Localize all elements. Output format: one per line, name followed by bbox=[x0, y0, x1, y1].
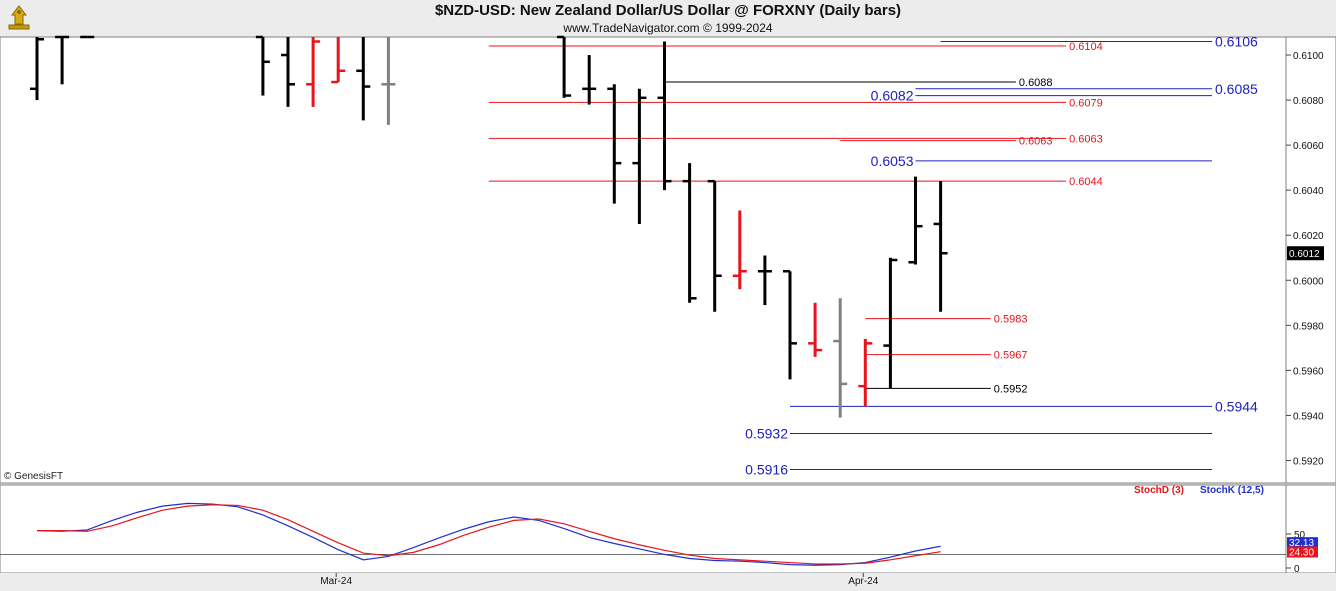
stoch-d-legend: StochD (3) bbox=[1134, 485, 1184, 496]
ohlc-bar bbox=[306, 37, 321, 107]
y-tick-label: 0.6080 bbox=[1293, 96, 1324, 107]
chart-subtitle: www.TradeNavigator.com © 1999-2024 bbox=[563, 21, 773, 35]
ohlc-bar bbox=[757, 255, 772, 306]
ohlc-bar bbox=[632, 88, 647, 224]
ohlc-bar bbox=[682, 163, 697, 303]
level-label: 0.6044 bbox=[1069, 176, 1103, 188]
ohlc-bar bbox=[908, 176, 923, 265]
stoch-d-marker bbox=[1287, 546, 1318, 558]
ohlc-bar bbox=[30, 37, 44, 101]
ohlc-bar bbox=[607, 84, 622, 204]
level-label: 0.5916 bbox=[745, 461, 788, 477]
stoch-d-line bbox=[37, 504, 941, 565]
ohlc-bar bbox=[933, 181, 948, 312]
level-label: 0.6063 bbox=[1069, 133, 1103, 145]
level-label: 0.6104 bbox=[1069, 41, 1103, 53]
stoch-d-value: 24.30 bbox=[1289, 547, 1314, 558]
ohlc-bar bbox=[557, 35, 572, 98]
y-tick-label: 0.6060 bbox=[1293, 141, 1324, 152]
stoch-k-line bbox=[36, 502, 941, 566]
level-label: 0.5944 bbox=[1215, 398, 1258, 414]
ohlc-bar bbox=[331, 37, 346, 84]
level-label: 0.5983 bbox=[994, 314, 1028, 326]
genesis-watermark: © GenesisFT bbox=[4, 471, 63, 482]
ohlc-bar bbox=[381, 37, 396, 125]
y-tick-label: 0.5980 bbox=[1293, 321, 1324, 332]
last-price-marker bbox=[1287, 246, 1324, 261]
y-tick-label: 0.6020 bbox=[1293, 231, 1324, 242]
ohlc-bar bbox=[732, 210, 747, 290]
level-label: 0.5932 bbox=[745, 425, 788, 441]
level-label: 0.6106 bbox=[1215, 34, 1258, 50]
last-price-label: 0.6012 bbox=[1289, 249, 1320, 260]
y-tick-label: 0.5920 bbox=[1293, 456, 1324, 467]
ohlc-bar bbox=[833, 298, 848, 418]
ohlc-bar bbox=[582, 55, 597, 105]
ohlc-bar bbox=[858, 338, 873, 407]
level-label: 0.6063 bbox=[1019, 136, 1053, 148]
level-label: 0.5952 bbox=[994, 383, 1028, 395]
y-tick-label: 0.5940 bbox=[1293, 411, 1324, 422]
y-tick-label: 0.6100 bbox=[1293, 51, 1324, 62]
level-label: 0.5967 bbox=[994, 350, 1028, 362]
ohlc-bar bbox=[55, 35, 70, 85]
date-axis bbox=[0, 573, 1336, 591]
ohlc-bar bbox=[783, 270, 797, 380]
y-tick-label: 0.5960 bbox=[1293, 366, 1324, 377]
ohlc-bar bbox=[707, 179, 722, 312]
stoch-panel bbox=[0, 484, 1287, 574]
ohlc-bar bbox=[808, 302, 823, 357]
stoch-tick-label: 0 bbox=[1294, 564, 1300, 575]
ohlc-bar bbox=[883, 257, 898, 389]
ohlc-bar bbox=[281, 37, 295, 107]
x-tick-label: Apr-24 bbox=[848, 576, 878, 587]
level-label: 0.6088 bbox=[1019, 77, 1053, 89]
level-label: 0.6053 bbox=[871, 153, 914, 169]
stoch-axis bbox=[1285, 484, 1336, 574]
y-tick-label: 0.6040 bbox=[1293, 186, 1324, 197]
x-tick-label: Mar-24 bbox=[320, 576, 352, 587]
y-tick-label: 0.6000 bbox=[1293, 276, 1324, 287]
stoch-tick-label: 50 bbox=[1294, 530, 1306, 541]
stoch-k-marker bbox=[1287, 537, 1318, 549]
stoch-k-value: 32.13 bbox=[1289, 538, 1314, 549]
ohlc-bar bbox=[356, 37, 371, 121]
trade-navigator-logo-icon bbox=[4, 3, 34, 33]
level-label: 0.6079 bbox=[1069, 97, 1103, 109]
stoch-k-legend: StochK (12,5) bbox=[1200, 485, 1264, 496]
ohlc-bar bbox=[657, 41, 672, 191]
level-label: 0.6085 bbox=[1215, 81, 1258, 97]
level-label: 0.6082 bbox=[871, 88, 914, 104]
chart-title: $NZD-USD: New Zealand Dollar/US Dollar @… bbox=[434, 2, 902, 19]
ohlc-bar bbox=[255, 35, 270, 96]
